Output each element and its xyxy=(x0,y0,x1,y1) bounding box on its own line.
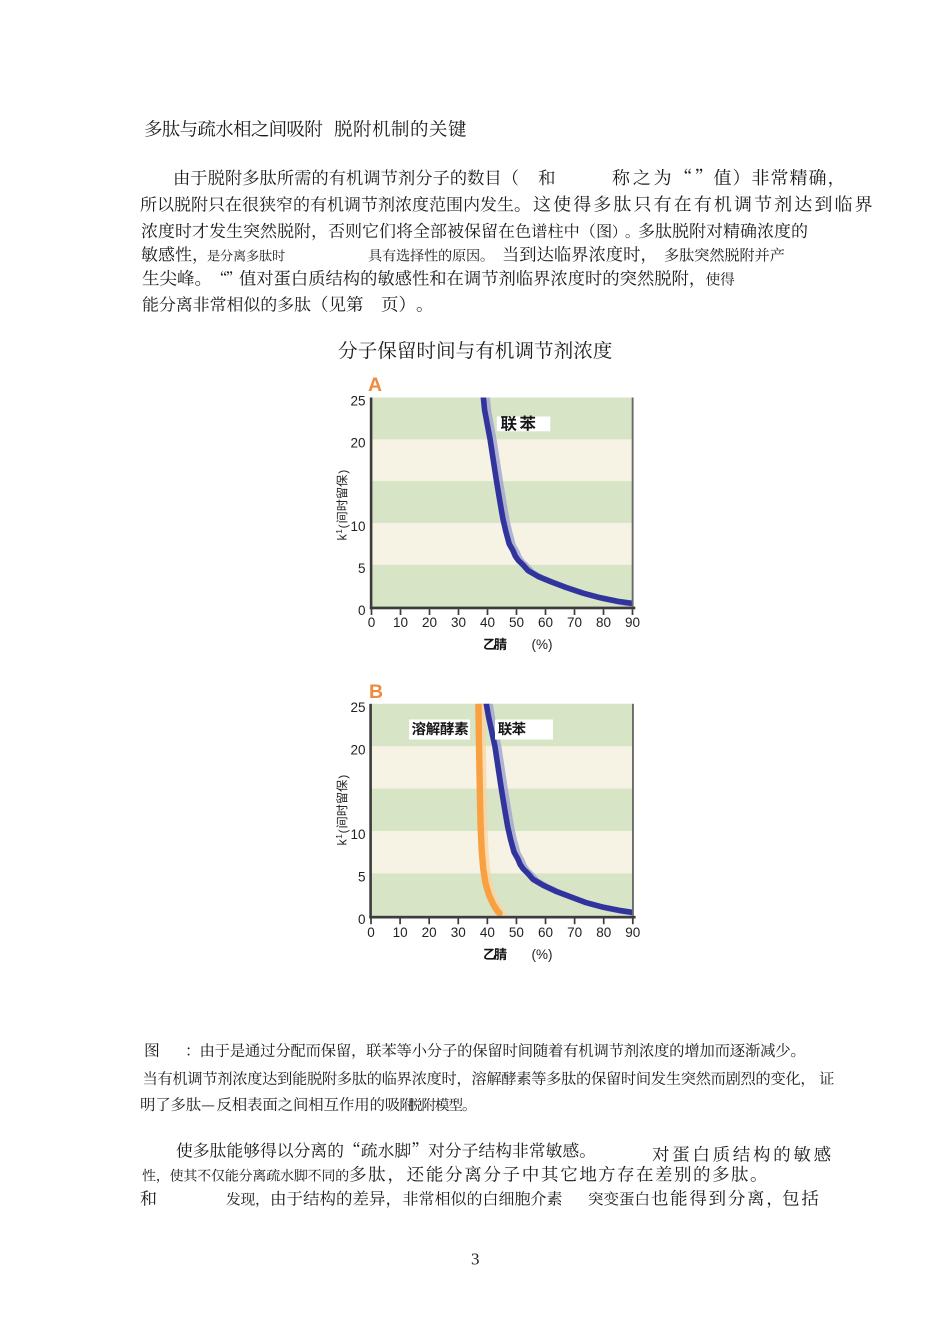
svg-text:(%): (%) xyxy=(532,947,553,962)
svg-text:1: 1 xyxy=(334,529,344,534)
svg-text:70: 70 xyxy=(567,925,582,940)
svg-text:0: 0 xyxy=(358,912,366,927)
svg-text:20: 20 xyxy=(422,615,437,630)
svg-text:0: 0 xyxy=(368,615,376,630)
svg-text:20: 20 xyxy=(350,436,365,451)
svg-text:): ) xyxy=(336,775,350,779)
svg-text:5: 5 xyxy=(358,561,366,576)
svg-text:60: 60 xyxy=(538,615,553,630)
svg-text:B: B xyxy=(369,681,383,703)
svg-text:90: 90 xyxy=(625,615,640,630)
svg-text:0: 0 xyxy=(358,603,366,618)
svg-text:1: 1 xyxy=(334,834,344,839)
svg-text:20: 20 xyxy=(422,925,437,940)
svg-text:k: k xyxy=(336,839,350,846)
svg-text:): ) xyxy=(336,470,350,474)
svg-text:(%): (%) xyxy=(532,637,553,652)
svg-text:40: 40 xyxy=(480,925,495,940)
svg-text:A: A xyxy=(368,374,382,396)
svg-text:10: 10 xyxy=(393,925,408,940)
svg-text:60: 60 xyxy=(538,925,553,940)
svg-text:0: 0 xyxy=(367,925,375,940)
svg-text:10: 10 xyxy=(350,827,365,842)
svg-text:90: 90 xyxy=(625,925,640,940)
svg-text:50: 50 xyxy=(509,615,524,630)
svg-text:50: 50 xyxy=(509,925,524,940)
svg-text:3: 3 xyxy=(471,1250,480,1269)
svg-text:40: 40 xyxy=(480,615,495,630)
svg-text:(: ( xyxy=(336,829,350,833)
svg-text:k: k xyxy=(336,534,350,541)
svg-text:10: 10 xyxy=(393,615,408,630)
svg-text:(: ( xyxy=(336,524,350,528)
svg-text:80: 80 xyxy=(596,615,611,630)
svg-text:80: 80 xyxy=(596,925,611,940)
svg-text:25: 25 xyxy=(350,700,365,715)
svg-text:30: 30 xyxy=(451,615,466,630)
svg-text:25: 25 xyxy=(350,394,365,409)
svg-text:5: 5 xyxy=(358,870,366,885)
svg-text:10: 10 xyxy=(350,519,365,534)
svg-text:30: 30 xyxy=(451,925,466,940)
svg-text:70: 70 xyxy=(567,615,582,630)
svg-text:20: 20 xyxy=(350,742,365,757)
